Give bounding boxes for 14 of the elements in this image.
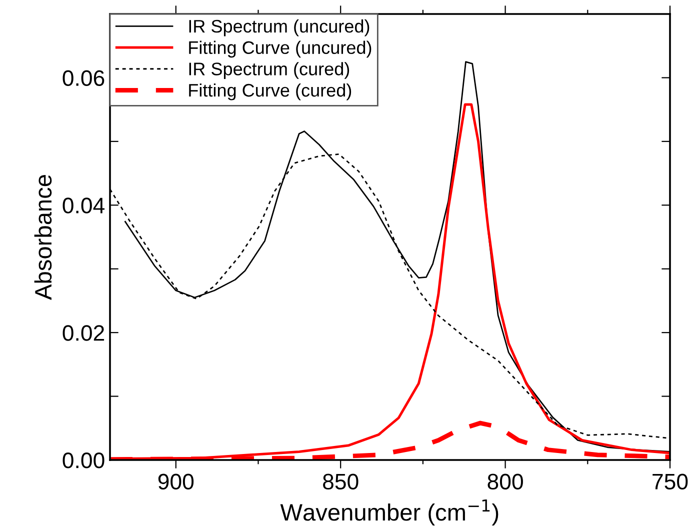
x-tick-label: 900	[158, 474, 194, 490]
y-tick-label: 0.06	[62, 70, 104, 86]
x-tick-label: 750	[652, 474, 688, 490]
y-axis-title: Absorbance	[34, 175, 52, 300]
x-tick-label: 800	[488, 474, 523, 490]
x-axis-title: Wavenumber (cm$^{−1}$)	[280, 499, 498, 526]
legend-label: IR Spectrum (uncured)	[189, 19, 370, 36]
x-tick-label: 850	[323, 474, 358, 490]
y-tick-label: 0.02	[62, 325, 104, 341]
y-tick-label: 0.00	[62, 452, 104, 468]
legend-label: Fitting Curve (cured)	[189, 83, 352, 100]
legend-label: IR Spectrum (cured)	[189, 62, 350, 79]
legend-label: Fitting Curve (uncured)	[189, 40, 372, 58]
y-tick-label: 0.04	[62, 198, 104, 214]
